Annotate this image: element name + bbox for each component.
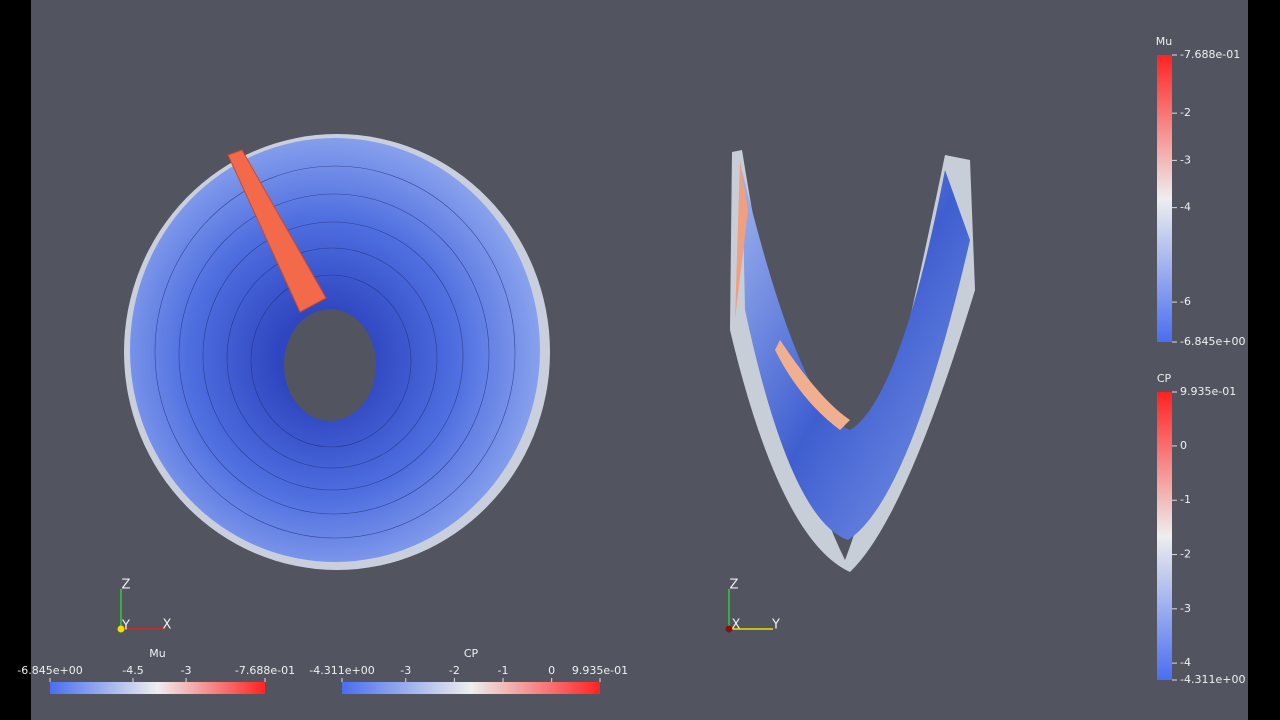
color-bar [50,682,265,694]
tick-label: -7.688e-01 [1180,48,1240,61]
tick-label: -4.5 [122,664,143,677]
tick-label: -6 [1180,295,1191,308]
color-bar-title: CP [464,647,479,660]
color-bar [1157,55,1172,342]
color-bar [1157,392,1172,680]
axis-label: Z [122,578,131,593]
axis-label: X [732,618,741,633]
tick-label: -7.688e-01 [235,664,295,677]
tick-label: -6.845e+00 [17,664,82,677]
color-bar [342,682,600,694]
tick-label: -3 [1180,602,1191,615]
tick-label: -2 [1180,106,1191,119]
color-bar-title: Mu [149,647,165,660]
tick-label: -6.845e+00 [1180,335,1245,348]
tick-label: -2 [449,664,460,677]
color-bar-title: Mu [1156,35,1172,48]
tick-label: 9.935e-01 [1180,385,1236,398]
tick-label: -3 [1180,153,1191,166]
v-render [730,150,975,572]
tick-label: 9.935e-01 [572,664,628,677]
axis-label: X [163,618,172,633]
axis-label: Y [121,619,130,634]
tick-label: 0 [548,664,555,677]
tick-label: -1 [498,664,509,677]
tick-label: 0 [1180,439,1187,452]
axis-label: Z [730,578,739,593]
tick-label: -4 [1180,656,1191,669]
tick-label: -4 [1180,201,1191,214]
tick-label: -4.311e+00 [309,664,374,677]
color-bar-title: CP [1157,372,1172,385]
tick-label: -4.311e+00 [1180,673,1245,686]
tick-label: -3 [400,664,411,677]
torus-render [124,134,550,570]
tick-label: -1 [1180,493,1191,506]
tick-label: -3 [181,664,192,677]
axis-dot [117,625,125,633]
axis-label: Y [771,618,780,633]
axis-dot [725,625,733,633]
tick-label: -2 [1180,548,1191,561]
